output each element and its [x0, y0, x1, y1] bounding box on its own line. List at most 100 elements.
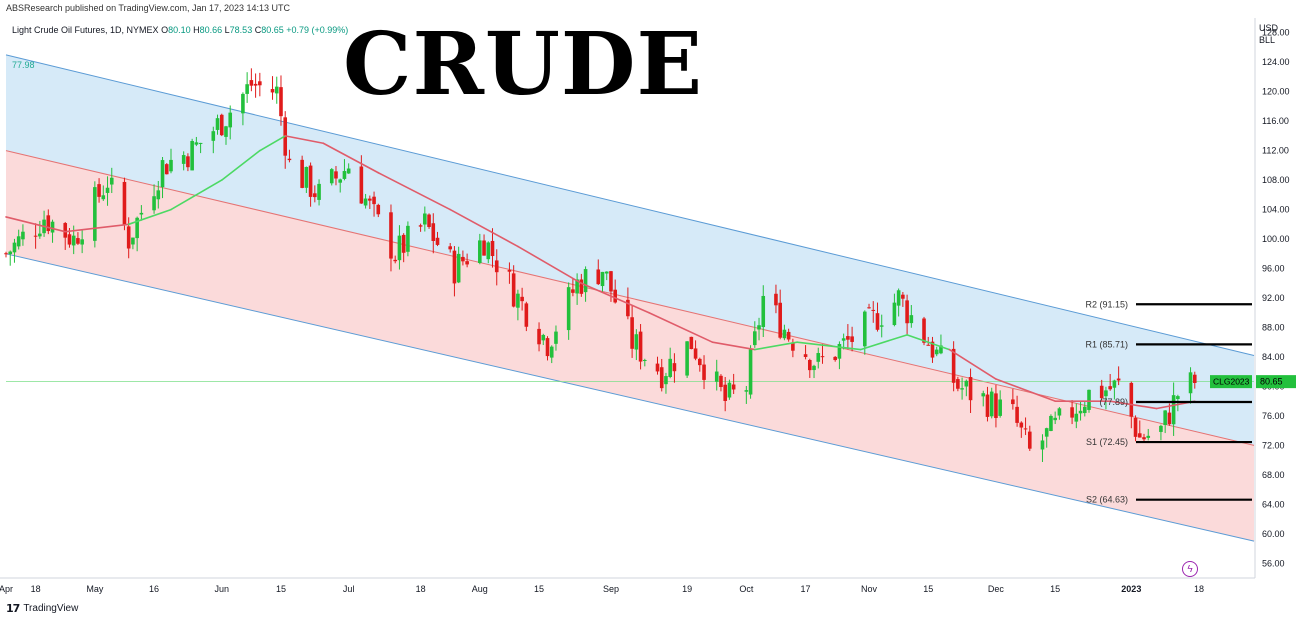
candle-body: [714, 371, 719, 382]
candle-body: [1023, 428, 1028, 430]
ohlc-label: O: [161, 25, 169, 35]
candle-body: [596, 269, 601, 285]
candle-body: [1074, 413, 1079, 422]
candle-body: [224, 126, 228, 137]
moving-average-segment: [711, 341, 756, 351]
candle-body: [494, 260, 499, 273]
y-tick-label: 96.00: [1262, 264, 1285, 274]
candle-body: [643, 359, 647, 361]
middle-channel-line: [5, 150, 1255, 446]
candle-body: [105, 187, 110, 193]
candle-body: [934, 349, 939, 355]
x-tick-label: Nov: [861, 584, 878, 594]
candle-body: [12, 242, 17, 253]
candle-body: [334, 171, 338, 179]
candle-body: [791, 342, 795, 351]
candle-body: [1099, 385, 1104, 399]
x-tick-label: Jun: [214, 584, 229, 594]
candle-body: [566, 287, 571, 331]
candle-body: [655, 363, 660, 372]
footer-brand[interactable]: 17 TradingView: [6, 602, 78, 615]
candle-body: [698, 358, 702, 366]
moving-average-segment: [449, 208, 519, 248]
candle-body: [313, 193, 317, 198]
candle-body: [537, 328, 541, 345]
candle-body: [122, 181, 127, 226]
candle-body: [638, 331, 643, 362]
candle-body: [672, 363, 677, 372]
candle-body: [926, 344, 931, 346]
y-tick-label: 92.00: [1262, 293, 1285, 303]
ohlc-value: 80.66: [199, 25, 223, 35]
lightning-icon[interactable]: ϟ: [1182, 561, 1198, 577]
candle-body: [507, 269, 512, 272]
x-tick-label: 15: [276, 584, 286, 594]
moving-average-value: 77.98: [12, 60, 35, 70]
candle-body: [427, 214, 431, 227]
y-tick-label: 116.00: [1262, 116, 1289, 126]
y-tick-label: 84.00: [1262, 352, 1285, 362]
candle-body: [960, 388, 964, 390]
candle-body: [1078, 410, 1083, 414]
x-tick-label: 19: [682, 584, 692, 594]
candle-body: [571, 289, 575, 293]
y-tick-label: 112.00: [1262, 146, 1289, 156]
candle-body: [46, 215, 51, 232]
candle-body: [1137, 433, 1142, 438]
candle-body: [1159, 425, 1163, 432]
candle-body: [190, 140, 194, 171]
candle-body: [71, 235, 76, 246]
candle-body: [875, 313, 880, 330]
pivot-level-label: R2 (91.15): [1085, 299, 1128, 309]
x-tick-label: 15: [534, 584, 544, 594]
candle-body: [968, 377, 973, 401]
candle-body: [816, 353, 821, 362]
x-tick-label: 16: [149, 584, 159, 594]
candle-body: [1112, 380, 1117, 388]
candle-body: [50, 221, 55, 233]
candle-body: [702, 364, 706, 380]
candle-body: [1057, 408, 1062, 416]
unit-currency: USD: [1259, 23, 1279, 33]
candle-body: [905, 300, 909, 324]
candle-body: [101, 195, 106, 200]
candle-body: [786, 331, 791, 340]
candle-body: [465, 261, 469, 265]
candle-body: [1142, 437, 1146, 440]
moving-average-segment: [284, 135, 325, 145]
candle-body: [1171, 395, 1176, 425]
candle-body: [922, 318, 926, 343]
candle-body: [867, 307, 871, 309]
candle-body: [1019, 422, 1024, 428]
candle-body: [287, 158, 292, 161]
x-tick-label: 15: [923, 584, 933, 594]
candle-body: [1053, 417, 1057, 421]
candle-body: [1070, 407, 1074, 418]
candle-body: [448, 246, 453, 250]
x-tick-label: 18: [416, 584, 426, 594]
candle-body: [245, 84, 249, 94]
candle-body: [579, 279, 584, 294]
pivot-level-label: R1 (85.71): [1085, 339, 1128, 349]
candle-body: [198, 142, 203, 144]
ohlc-value: 80.65: [261, 25, 284, 35]
candle-body: [956, 379, 960, 389]
moving-average-segment: [1109, 400, 1158, 410]
candle-body: [80, 239, 84, 245]
candle-body: [1027, 431, 1032, 449]
x-tick-label: 2023: [1121, 584, 1141, 594]
chart-title: CRUDE: [343, 14, 704, 115]
candle-body: [1163, 410, 1167, 425]
publisher-line: ABSResearch published on TradingView.com…: [6, 3, 291, 13]
lower-channel-fill: [6, 150, 1254, 542]
last-price-symbol-tag: [1210, 375, 1252, 389]
last-price-symbol: CLG2023: [1213, 377, 1250, 387]
moving-average-segment: [580, 282, 650, 314]
candle-body: [1188, 372, 1193, 394]
candle-body: [423, 213, 427, 225]
candle-body: [964, 380, 969, 387]
y-tick-label: 104.00: [1262, 205, 1290, 215]
candle-body: [63, 223, 68, 238]
candle-body: [664, 376, 668, 385]
